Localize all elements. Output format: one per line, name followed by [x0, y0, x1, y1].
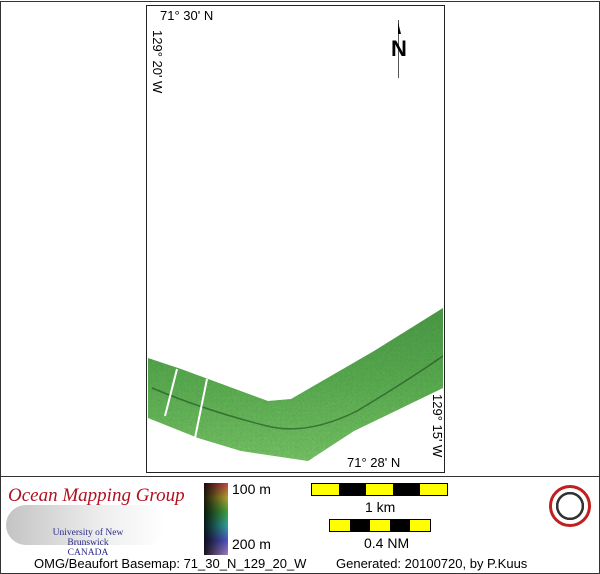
map-frame: 71° 30' N 71° 28' N 129° 20' W 129° 15' …: [146, 5, 445, 473]
latitude-bottom-label: 71° 28' N: [347, 455, 401, 470]
basemap-label: OMG/Beaufort Basemap: 71_30_N_129_20_W: [34, 556, 307, 571]
scale-nm-label: 0.4 NM: [364, 535, 410, 551]
longitude-right-label: 129° 15' W: [430, 394, 445, 458]
longitude-left-label: 129° 20' W: [150, 30, 165, 94]
generated-label: Generated: 20100720, by P.Kuus: [336, 556, 528, 571]
scale-bar-nm: [329, 519, 431, 532]
ocean-mapping-group-logo: Ocean Mapping Group: [8, 485, 185, 506]
depth-min-label: 100 m: [232, 481, 271, 497]
latitude-top-label: 71° 30' N: [160, 8, 214, 23]
omg-logo-image: [6, 505, 166, 545]
scale-bar-km: [311, 483, 448, 496]
depth-max-label: 200 m: [232, 536, 271, 552]
bathymetry-swath: [148, 308, 444, 461]
north-arrow-icon: N: [389, 20, 409, 78]
depth-colorbar: [204, 483, 228, 555]
university-label: University of New Brunswick CANADA: [52, 528, 124, 558]
legend-divider: [0, 476, 600, 477]
scale-km-label: 1 km: [365, 499, 396, 515]
unb-geomatics-seal: [549, 485, 591, 527]
